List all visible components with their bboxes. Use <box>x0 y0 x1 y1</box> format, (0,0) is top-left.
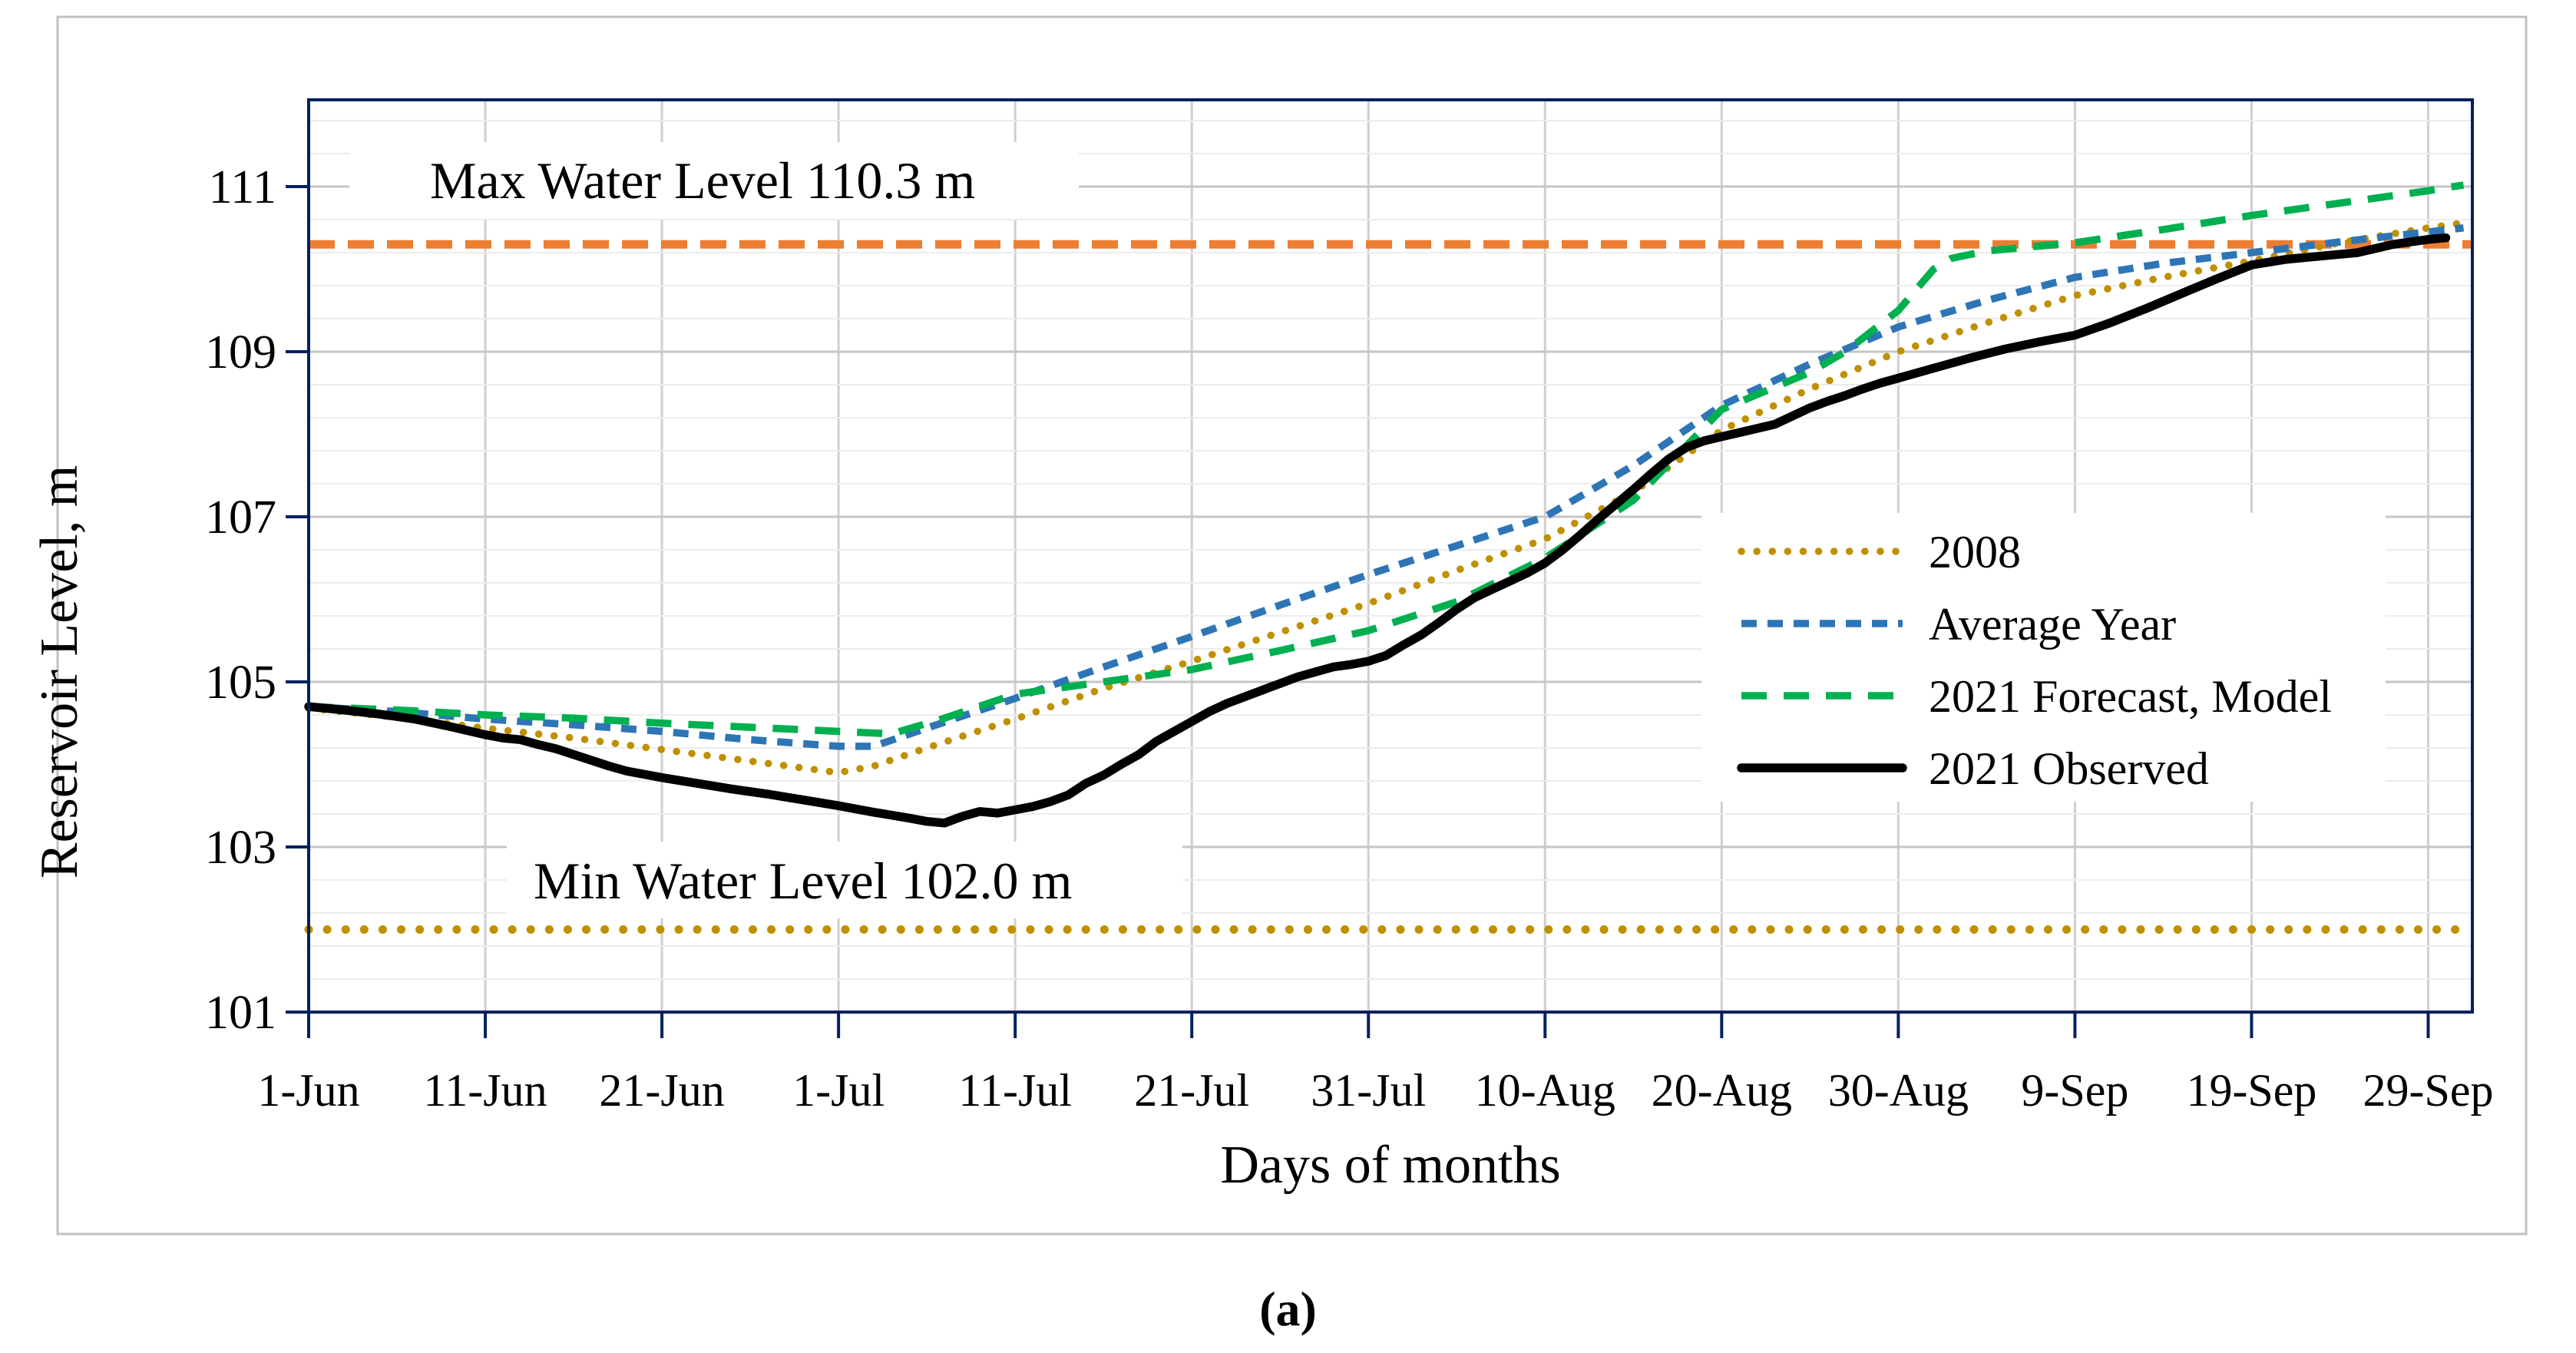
x-tick-label: 19-Sep <box>2186 1065 2316 1116</box>
x-tick-label: 31-Jul <box>1311 1065 1426 1116</box>
x-tick-label: 1-Jul <box>792 1065 885 1116</box>
x-axis-title: Days of months <box>1220 1136 1560 1195</box>
min-water-level-label: Min Water Level 102.0 m <box>534 852 1072 910</box>
x-tick-label: 30-Aug <box>1828 1065 1969 1116</box>
y-tick-label: 111 <box>209 161 276 213</box>
x-tick-label: 21-Jun <box>599 1065 724 1116</box>
x-tick-label: 11-Jun <box>423 1065 547 1116</box>
legend-label-3: 2021 Forecast, Model <box>1929 671 2332 722</box>
y-tick-label: 109 <box>205 326 276 379</box>
x-tick-label: 29-Sep <box>2363 1065 2493 1116</box>
series-line-3 <box>308 181 2465 738</box>
legend-label-2: Average Year <box>1929 599 2176 650</box>
legend-label-1: 2008 <box>1929 527 2021 577</box>
y-tick-label: 107 <box>205 491 276 544</box>
x-tick-label: 11-Jul <box>958 1065 1072 1116</box>
x-tick-label: 1-Jun <box>257 1065 359 1116</box>
y-axis-title: Reservoir Level, m <box>30 465 89 878</box>
legend-label-4: 2021 Observed <box>1929 743 2209 794</box>
x-tick-label: 21-Jul <box>1134 1065 1249 1116</box>
legend-box <box>1701 513 2386 802</box>
reservoir-level-chart: Max Water Level 110.3 m Min Water Level 1… <box>30 15 2528 1236</box>
min-label-backing <box>507 842 1182 918</box>
x-tick-label: 9-Sep <box>2021 1065 2128 1116</box>
x-tick-label: 10-Aug <box>1475 1065 1615 1116</box>
y-tick-label: 103 <box>205 822 276 874</box>
y-tick-label: 105 <box>205 657 276 709</box>
y-tick-label: 101 <box>205 987 276 1039</box>
plot-border <box>307 98 2474 1014</box>
series-line-4 <box>304 233 2451 828</box>
x-tick-label: 20-Aug <box>1652 1065 1792 1116</box>
figure-caption: (a) <box>1259 1282 1317 1336</box>
max-label-backing <box>349 142 1079 219</box>
series-line-1 <box>305 219 2468 777</box>
max-water-level-label: Max Water Level 110.3 m <box>430 151 975 210</box>
